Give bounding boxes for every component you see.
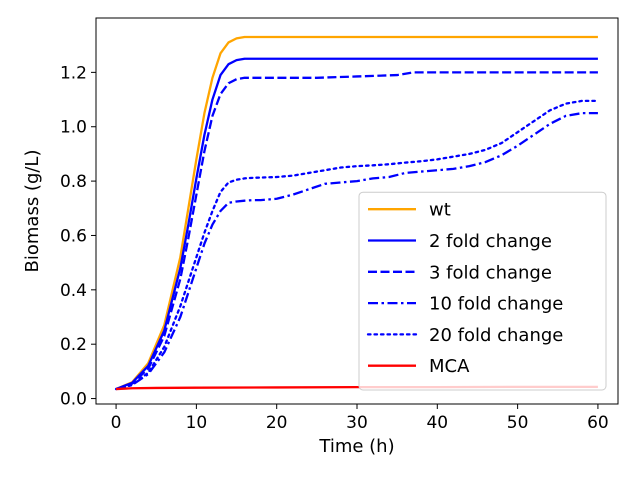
series-line-3 [115, 111, 598, 391]
x-tick-label: 10 [186, 413, 208, 433]
x-tick-label: 50 [507, 413, 529, 433]
y-tick-label: 0.2 [60, 335, 87, 355]
y-tick-label: 1.0 [60, 118, 87, 138]
y-tick-label: 0.0 [60, 390, 87, 410]
y-tick-label: 0.8 [60, 172, 87, 192]
x-tick-label: 40 [426, 413, 448, 433]
series-layer [114, 35, 600, 391]
x-axis-label: Time (h) [318, 436, 394, 457]
x-tick-label: 60 [587, 413, 609, 433]
x-tick-label: 0 [111, 413, 122, 433]
legend-label-3: 10 fold change [429, 294, 563, 315]
legend-label-0: wt [429, 200, 451, 221]
x-tick-label: 30 [346, 413, 368, 433]
legend-label-2: 3 fold change [429, 262, 552, 283]
y-axis-label: Biomass (g/L) [22, 150, 43, 273]
legend: wt 2 fold change 3 fold change 10 fold chan… [358, 191, 607, 391]
plot-frame [95, 17, 619, 405]
y-tick-label: 1.2 [60, 63, 87, 83]
series-line-0 [115, 35, 598, 391]
x-tick-label: 20 [266, 413, 288, 433]
legend-box [358, 191, 607, 391]
legend-label-4: 20 fold change [429, 325, 563, 346]
y-tick-label: 0.4 [60, 281, 87, 301]
ticks-layer: 0 10 20 30 40 50 60 0.0 0.2 0.4 0.6 0.8 1.0 1.2 [60, 63, 609, 433]
series-line-1 [115, 57, 598, 391]
y-tick-label: 0.6 [60, 226, 87, 246]
legend-label-5: MCA [429, 356, 470, 377]
legend-label-1: 2 fold change [429, 231, 552, 252]
series-line-4 [114, 99, 600, 391]
series-line-2 [115, 71, 598, 391]
